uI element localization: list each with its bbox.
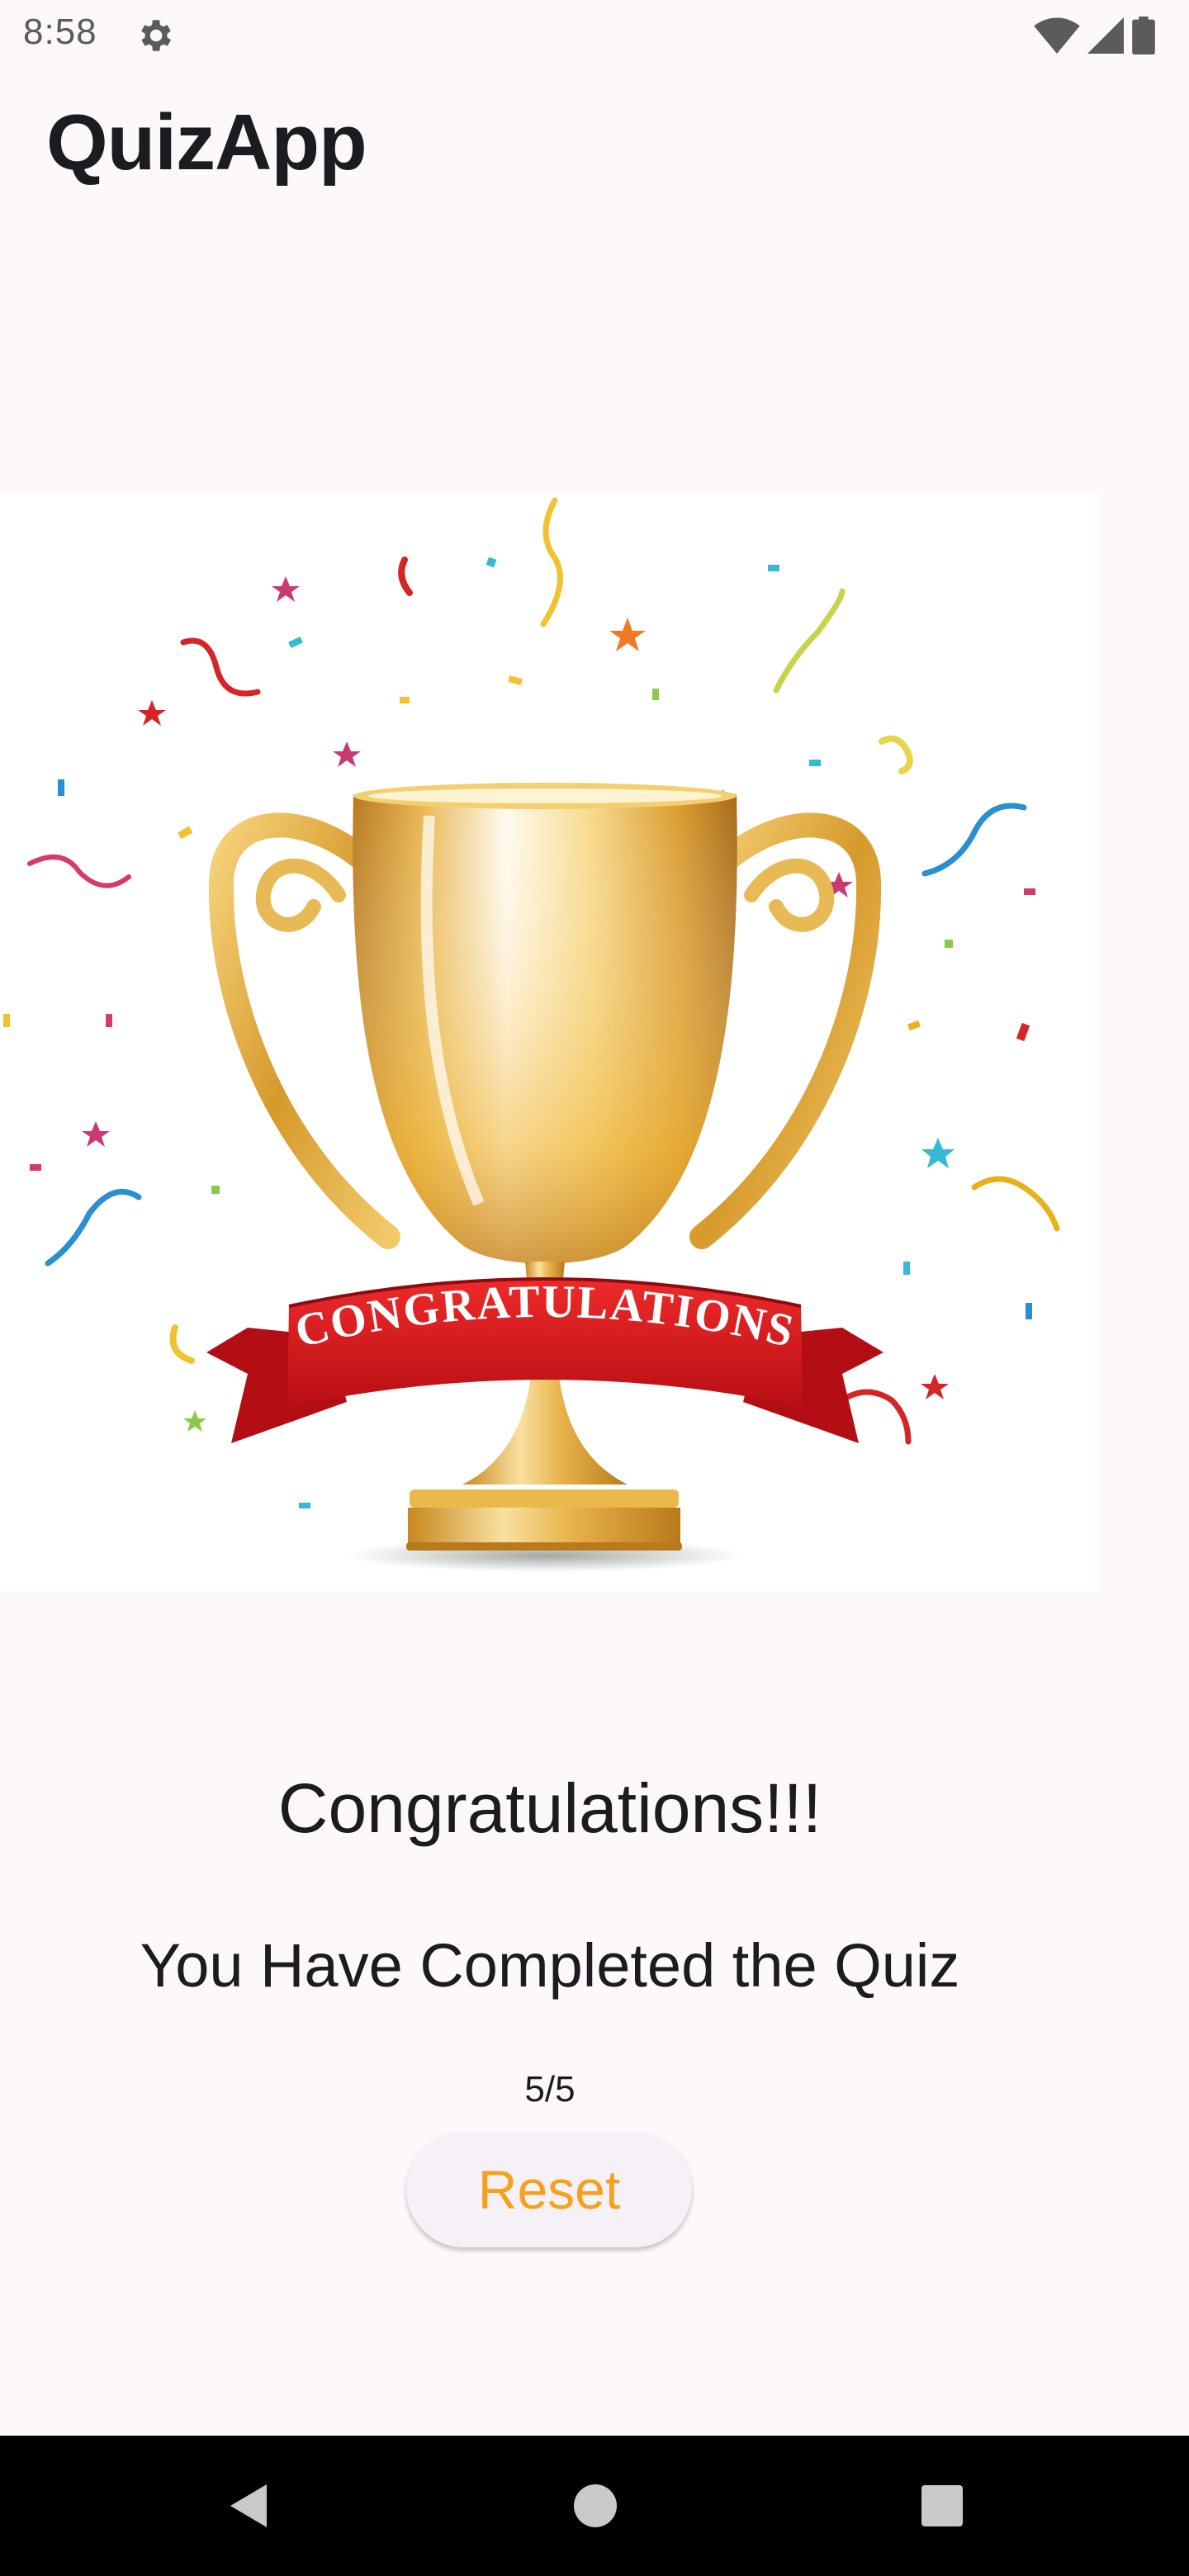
trophy-image: CONGRATULATIONS xyxy=(0,494,1100,1592)
result-heading: Congratulations!!! xyxy=(277,1769,822,1847)
status-bar: 8:58 xyxy=(0,0,1189,69)
trophy-base xyxy=(406,1489,682,1551)
result-message: You Have Completed the Quiz xyxy=(140,1931,960,2000)
signal-icon xyxy=(1087,17,1124,54)
trophy-handles xyxy=(208,812,882,1249)
score-text: 5/5 xyxy=(524,2069,576,2110)
app-title: QuizApp xyxy=(46,98,367,187)
gear-icon xyxy=(141,20,171,51)
status-time: 8:58 xyxy=(23,12,97,52)
congratulations-banner: CONGRATULATIONS xyxy=(206,1276,883,1443)
navigation-bar xyxy=(0,2436,1189,2576)
confetti xyxy=(3,497,1060,1508)
recents-button[interactable] xyxy=(905,2469,979,2543)
battery-icon xyxy=(1132,17,1155,54)
back-icon xyxy=(230,2484,267,2527)
status-icons xyxy=(1034,15,1156,56)
home-button[interactable] xyxy=(558,2469,632,2543)
back-button[interactable] xyxy=(211,2469,286,2543)
home-icon xyxy=(574,2484,617,2527)
recents-icon xyxy=(921,2485,963,2526)
trophy-cup xyxy=(353,783,737,1264)
trophy-illustration: CONGRATULATIONS xyxy=(3,497,1060,1572)
wifi-icon xyxy=(1034,17,1080,54)
app-screen: 8:58 QuizApp xyxy=(0,0,1189,2436)
reset-button[interactable]: Reset xyxy=(406,2132,692,2247)
